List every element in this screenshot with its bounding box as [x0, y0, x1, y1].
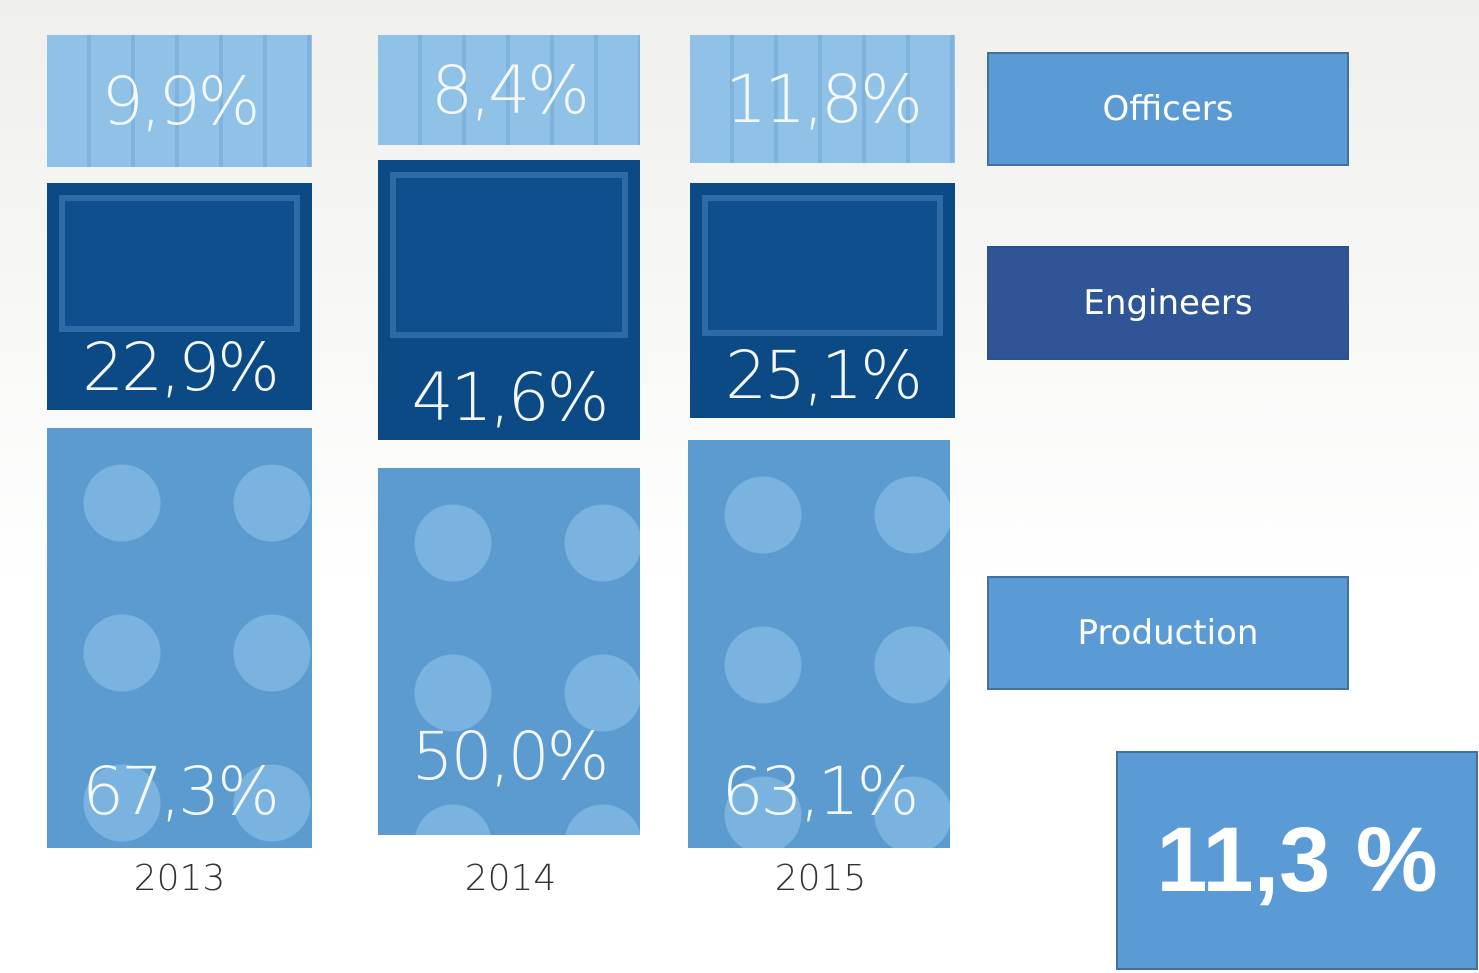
engineers-value: 25,1% — [725, 337, 923, 414]
legend-engineers: Engineers — [987, 246, 1349, 360]
officers-value: 11,8% — [725, 60, 923, 138]
engineers-block: 22,9% — [47, 183, 312, 410]
legend-production: Production — [987, 576, 1349, 690]
officers-block: 11,8% — [690, 35, 955, 163]
officers-block: 8,4% — [378, 35, 640, 145]
production-value: 63,1% — [721, 753, 920, 830]
engineers-block: 25,1% — [690, 183, 955, 418]
year-label: 2015 — [774, 858, 867, 899]
production-value: 50,0% — [411, 718, 610, 795]
engineers-block: 41,6% — [378, 160, 640, 440]
engineers-value: 41,6% — [411, 359, 610, 436]
officers-block: 9,9% — [47, 35, 312, 167]
officers-value: 8,4% — [431, 51, 590, 129]
production-block: 50,0% — [378, 468, 640, 835]
engineers-value: 22,9% — [82, 329, 280, 406]
officers-value: 9,9% — [101, 62, 261, 140]
production-block: 67,3% — [47, 428, 312, 848]
production-value: 67,3% — [82, 753, 280, 830]
year-label: 2013 — [133, 858, 226, 899]
year-label: 2014 — [464, 858, 557, 899]
production-block: 63,1% — [688, 440, 950, 848]
highlight-value: 11,3 % — [1116, 751, 1478, 970]
legend-officers: Officers — [987, 52, 1349, 166]
